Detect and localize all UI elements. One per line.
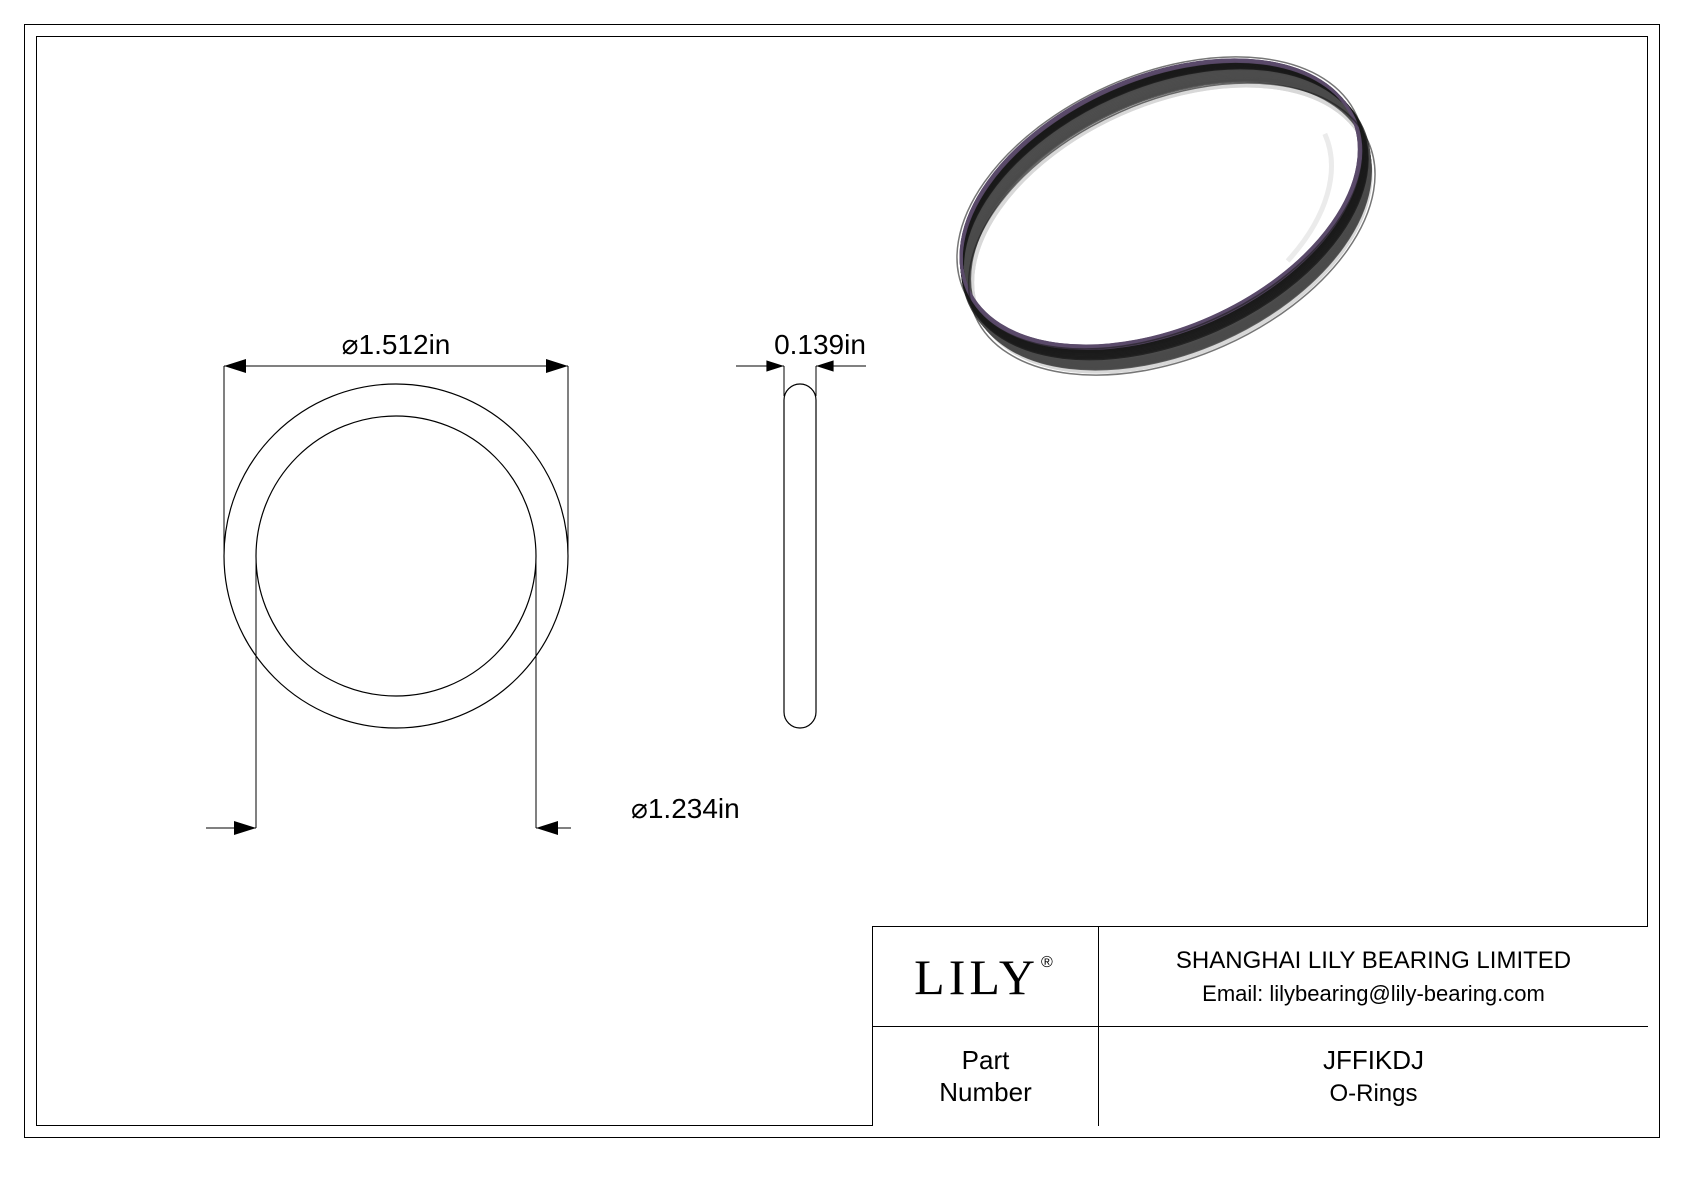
dimension-outer-diameter: ⌀1.512in (224, 329, 568, 556)
company-email: Email: lilybearing@lily-bearing.com (1202, 981, 1545, 1007)
part-number-label-1: Part (962, 1045, 1010, 1076)
dimension-cross-section: 0.139in (736, 329, 866, 396)
outer-circle (224, 384, 568, 728)
part-description: O-Rings (1329, 1080, 1417, 1108)
logo-cell: LILY ® (873, 927, 1099, 1026)
svg-text:⌀1.512in: ⌀1.512in (342, 329, 451, 360)
part-number-value-cell: JFFIKDJ O-Rings (1099, 1027, 1648, 1126)
title-block-row-part: Part Number JFFIKDJ O-Rings (873, 1027, 1648, 1126)
part-number-label-cell: Part Number (873, 1027, 1099, 1126)
drawing-area: ⌀1.512in ⌀1.234in 0.139in LILY ® SHANGHA… (36, 36, 1648, 1126)
logo-text: LILY (914, 948, 1039, 1006)
isometric-view (886, 0, 1420, 445)
front-view (224, 384, 568, 728)
company-cell: SHANGHAI LILY BEARING LIMITED Email: lil… (1099, 927, 1648, 1026)
inner-circle (256, 416, 536, 696)
svg-text:0.139in: 0.139in (774, 329, 866, 360)
part-number-label-2: Number (939, 1077, 1031, 1108)
title-block: LILY ® SHANGHAI LILY BEARING LIMITED Ema… (872, 926, 1648, 1126)
part-number-value: JFFIKDJ (1323, 1045, 1424, 1076)
side-view (784, 384, 816, 728)
title-block-row-company: LILY ® SHANGHAI LILY BEARING LIMITED Ema… (873, 927, 1648, 1027)
company-name: SHANGHAI LILY BEARING LIMITED (1176, 947, 1571, 975)
registered-icon: ® (1041, 954, 1057, 972)
dimension-inner-diameter: ⌀1.234in (206, 556, 740, 835)
svg-text:⌀1.234in: ⌀1.234in (631, 793, 740, 824)
